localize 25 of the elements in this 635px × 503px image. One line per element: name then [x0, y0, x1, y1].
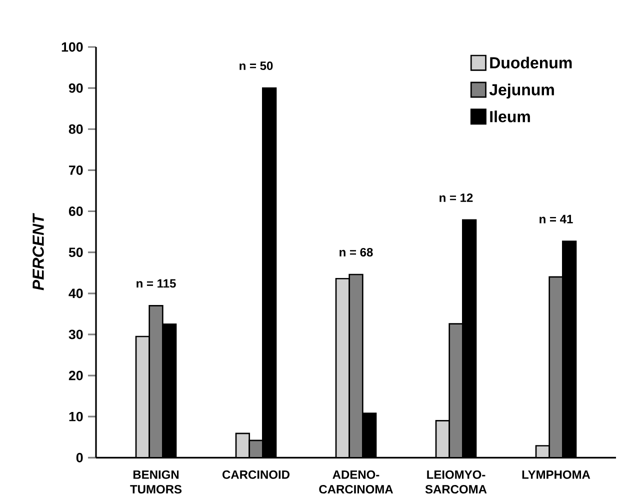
x-tick-label: ADENO-CARCINOMA	[319, 470, 394, 494]
x-tick-label: LYMPHOMA	[522, 470, 590, 479]
y-tick-label: 80	[68, 124, 83, 134]
annotation: n = 12	[440, 193, 473, 202]
y-tick-label: 70	[69, 165, 83, 175]
annotation: n = 68	[340, 248, 373, 256]
y-tick-label: 90	[68, 83, 83, 93]
annotation: n = 41	[540, 214, 573, 224]
x-tick-label: CARCINOID	[222, 470, 290, 479]
y-axis-title: PERCENT	[32, 212, 44, 290]
y-tick-label: 0	[76, 452, 83, 462]
legend-label: Duodenum	[490, 56, 572, 68]
y-tick-label: 20	[68, 370, 83, 380]
legend-label: Ileum	[490, 110, 530, 122]
y-tick-label: 30	[68, 330, 83, 340]
annotation: n = 50	[240, 62, 273, 70]
x-tick-label: LEIOMYO-SARCOMA	[425, 470, 487, 494]
annotation: n = 115	[136, 279, 176, 288]
x-tick-label: BENIGN TUMORS	[130, 470, 182, 494]
y-tick-label: 40	[68, 288, 83, 298]
y-tick-label: 50	[68, 248, 83, 258]
y-tick-label: 10	[69, 412, 83, 422]
legend-label: Jejunum	[489, 84, 554, 99]
y-tick-label: 60	[68, 206, 83, 216]
y-tick-label: 100	[62, 42, 83, 52]
